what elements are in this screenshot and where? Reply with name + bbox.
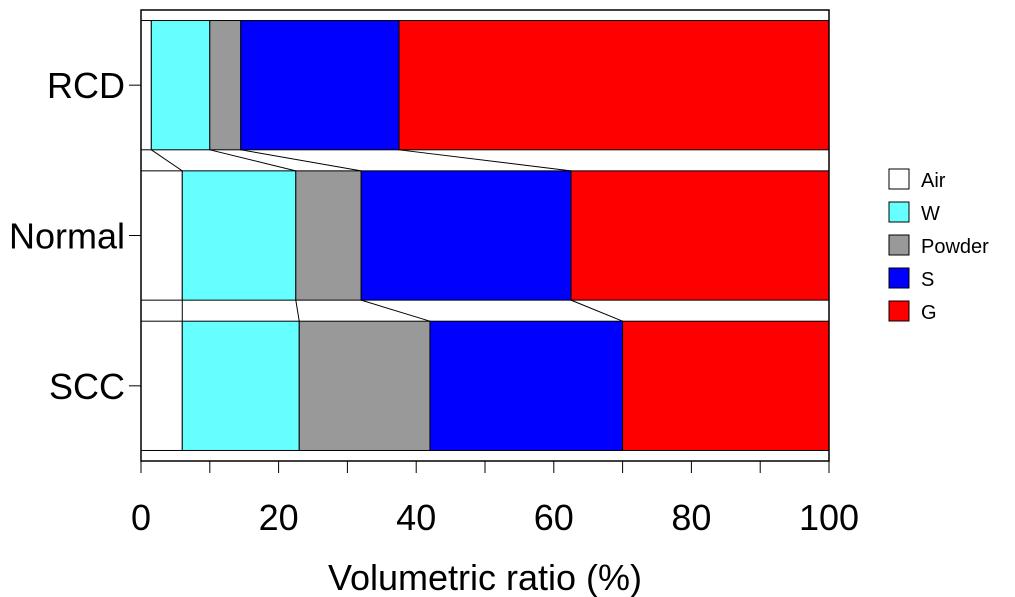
y-category-label: RCD (47, 65, 125, 106)
bar-segment-scc-powder (298, 320, 431, 451)
x-tick-label: 20 (259, 497, 299, 538)
bar-segment-normal-powder (295, 170, 362, 301)
y-category-label: Normal (9, 216, 125, 257)
legend-swatch-air (888, 168, 910, 190)
bar-segment-rcd-g (398, 20, 830, 151)
legend-label-air: Air (921, 170, 946, 192)
legend-swatch-powder (888, 234, 910, 256)
bar-segment-normal-s (360, 170, 572, 301)
bar-segment-scc-g (622, 320, 830, 451)
connector-line (570, 299, 623, 322)
bar-segment-normal-w (181, 170, 297, 301)
legend-swatch-g (888, 300, 910, 322)
bar-segment-normal-air (140, 170, 183, 301)
connector-line (240, 149, 362, 172)
bar-segment-rcd-s (240, 20, 400, 151)
connector-line (295, 300, 300, 322)
legend-label-s: S (921, 269, 934, 291)
bar-segment-scc-s (429, 320, 624, 451)
legend: Air W Powder SG (888, 168, 989, 324)
bar-segment-rcd-powder (209, 20, 242, 151)
y-axis: RCD Normal SCC (9, 65, 141, 407)
legend-label-w: W (921, 203, 940, 225)
bar-segment-rcd-w (150, 20, 211, 151)
x-axis: 0 20 40 60 80 100 (131, 461, 859, 538)
bar-segment-scc-w (181, 320, 300, 451)
x-tick-label: 80 (671, 497, 711, 538)
connector-lines (151, 149, 623, 322)
connector-line (361, 299, 431, 322)
bar-segment-rcd-air (140, 20, 152, 151)
connector-line (398, 149, 572, 172)
bar-segment-scc-air (140, 320, 183, 451)
bars-group (140, 20, 830, 451)
legend-label-powder: Powder (921, 236, 989, 258)
x-tick-label: 0 (131, 497, 151, 538)
x-tick-label: 60 (534, 497, 574, 538)
legend-label-g: G (921, 302, 937, 324)
y-category-label: SCC (49, 366, 125, 407)
connector-line (151, 149, 183, 172)
legend-swatch-w (888, 201, 910, 223)
x-axis-title: Volumetric ratio (%) (328, 557, 642, 597)
x-tick-label: 100 (799, 497, 859, 538)
x-tick-label: 40 (396, 497, 436, 538)
connector-line (209, 149, 296, 172)
bar-segment-normal-g (570, 170, 830, 301)
legend-swatch-s (888, 267, 910, 289)
